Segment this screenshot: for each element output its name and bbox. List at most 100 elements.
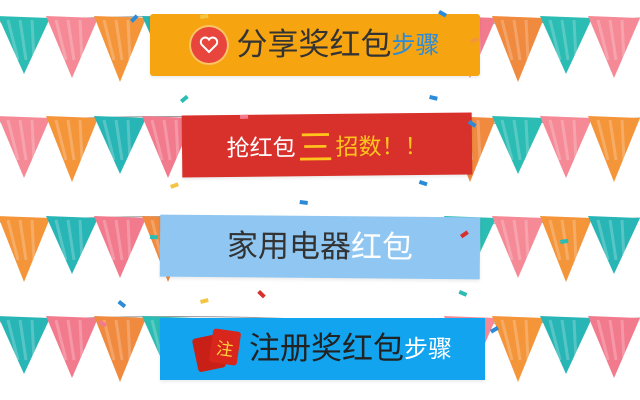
bunting-flag <box>588 16 640 78</box>
flag-stripe <box>548 119 562 161</box>
flag-stripe <box>524 119 530 161</box>
red-envelope-icon: 注 <box>191 326 243 373</box>
bunting-flag <box>94 16 146 82</box>
flag-stripe <box>114 119 124 161</box>
flag-stripe <box>620 319 626 361</box>
bunting-flag <box>46 316 98 378</box>
envelope-badge: 注 <box>208 328 242 366</box>
banner-row-3: 家用电器 红包 <box>0 200 640 300</box>
flag-stripe <box>620 219 626 261</box>
flag-stripe <box>620 119 626 161</box>
flag-stripe <box>66 219 76 261</box>
flag-stripe <box>6 219 20 261</box>
flag-stripe <box>30 19 36 61</box>
flag-stripe <box>512 319 522 361</box>
flag-stripe <box>524 19 530 61</box>
flag-stripe <box>66 19 76 61</box>
bunting-flag <box>492 316 544 382</box>
banner-title-big: 三 <box>297 127 334 170</box>
banner-title-suffix: 步骤 <box>404 335 452 363</box>
flag-stripe <box>560 319 570 361</box>
flag-stripe <box>596 119 610 161</box>
flag-stripe <box>524 319 530 361</box>
flag-stripe <box>126 219 132 261</box>
flag-stripe <box>18 119 28 161</box>
bunting-flag <box>588 116 640 182</box>
flag-stripe <box>500 319 514 361</box>
bunting-flag <box>540 316 592 374</box>
flag-stripe <box>114 319 124 361</box>
flag-stripe <box>572 19 578 61</box>
flag-stripe <box>608 219 618 261</box>
flag-stripe <box>30 319 36 361</box>
flag-stripe <box>500 19 514 61</box>
flag-stripe <box>54 19 68 61</box>
flag-stripe <box>18 19 28 61</box>
flag-stripe <box>512 219 522 261</box>
banner-title-suffix: 步骤 <box>391 31 440 59</box>
flag-stripe <box>78 319 84 361</box>
flag-stripe <box>560 119 570 161</box>
banner-appliance: 家用电器 红包 <box>159 214 481 280</box>
flag-stripe <box>54 319 68 361</box>
bunting-flag <box>46 16 98 78</box>
banner-title-pre: 抢红包 <box>226 135 296 163</box>
flag-stripe <box>572 119 578 161</box>
flag-stripe <box>114 219 124 261</box>
flag-stripe <box>54 119 68 161</box>
bunting-flag <box>492 116 544 174</box>
bunting-flag <box>540 116 592 178</box>
flag-stripe <box>524 219 530 261</box>
flag-stripe <box>102 219 116 261</box>
flag-stripe <box>150 119 164 161</box>
flag-stripe <box>512 19 522 61</box>
flag-stripe <box>174 119 180 161</box>
banner-title-suffix: 红包 <box>350 228 414 266</box>
flag-stripe <box>78 19 84 61</box>
flag-stripe <box>18 319 28 361</box>
banner-title-main: 家用电器 <box>226 227 352 265</box>
banner-title-post: 招数！！ <box>335 133 428 161</box>
flag-stripe <box>548 319 562 361</box>
flag-stripe <box>608 319 618 361</box>
bunting-flag <box>0 116 50 178</box>
bunting-flag <box>0 16 50 74</box>
banner-share-reward: 分享奖红包 步骤 <box>150 14 480 76</box>
flag-stripe <box>596 219 610 261</box>
bunting-flag <box>46 116 98 182</box>
flag-stripe <box>620 19 626 61</box>
flag-stripe <box>162 119 172 161</box>
flag-stripe <box>6 319 20 361</box>
flag-stripe <box>512 119 522 161</box>
banner-title-main: 注册奖红包 <box>249 330 404 367</box>
bunting-flag <box>94 116 146 174</box>
flag-stripe <box>54 219 68 261</box>
flag-stripe <box>548 19 562 61</box>
flag-stripe <box>476 119 482 161</box>
flag-stripe <box>572 219 578 261</box>
flag-stripe <box>126 119 132 161</box>
flag-stripe <box>102 19 116 61</box>
flag-stripe <box>6 19 20 61</box>
banner-row-1: 分享奖红包 步骤 <box>0 0 640 100</box>
bunting-flag <box>142 116 194 178</box>
banner-register-reward: 注 注册奖红包 步骤 <box>160 318 485 380</box>
banner-grab-tips: 抢红包 三 招数！！ <box>181 112 473 178</box>
flag-stripe <box>126 319 132 361</box>
flag-stripe <box>78 119 84 161</box>
flag-stripe <box>18 219 28 261</box>
flag-stripe <box>114 19 124 61</box>
flag-stripe <box>66 319 76 361</box>
flag-stripe <box>500 219 514 261</box>
flag-stripe <box>500 119 514 161</box>
bunting-flag <box>94 316 146 382</box>
banner-row-4: 注 注册奖红包 步骤 <box>0 300 640 400</box>
flag-stripe <box>126 19 132 61</box>
flag-stripe <box>30 119 36 161</box>
flag-stripe <box>6 119 20 161</box>
flag-stripe <box>572 319 578 361</box>
bunting-flag <box>0 316 50 374</box>
bunting-flag <box>588 216 640 274</box>
flag-stripe <box>102 119 116 161</box>
bunting-flag <box>46 216 98 274</box>
